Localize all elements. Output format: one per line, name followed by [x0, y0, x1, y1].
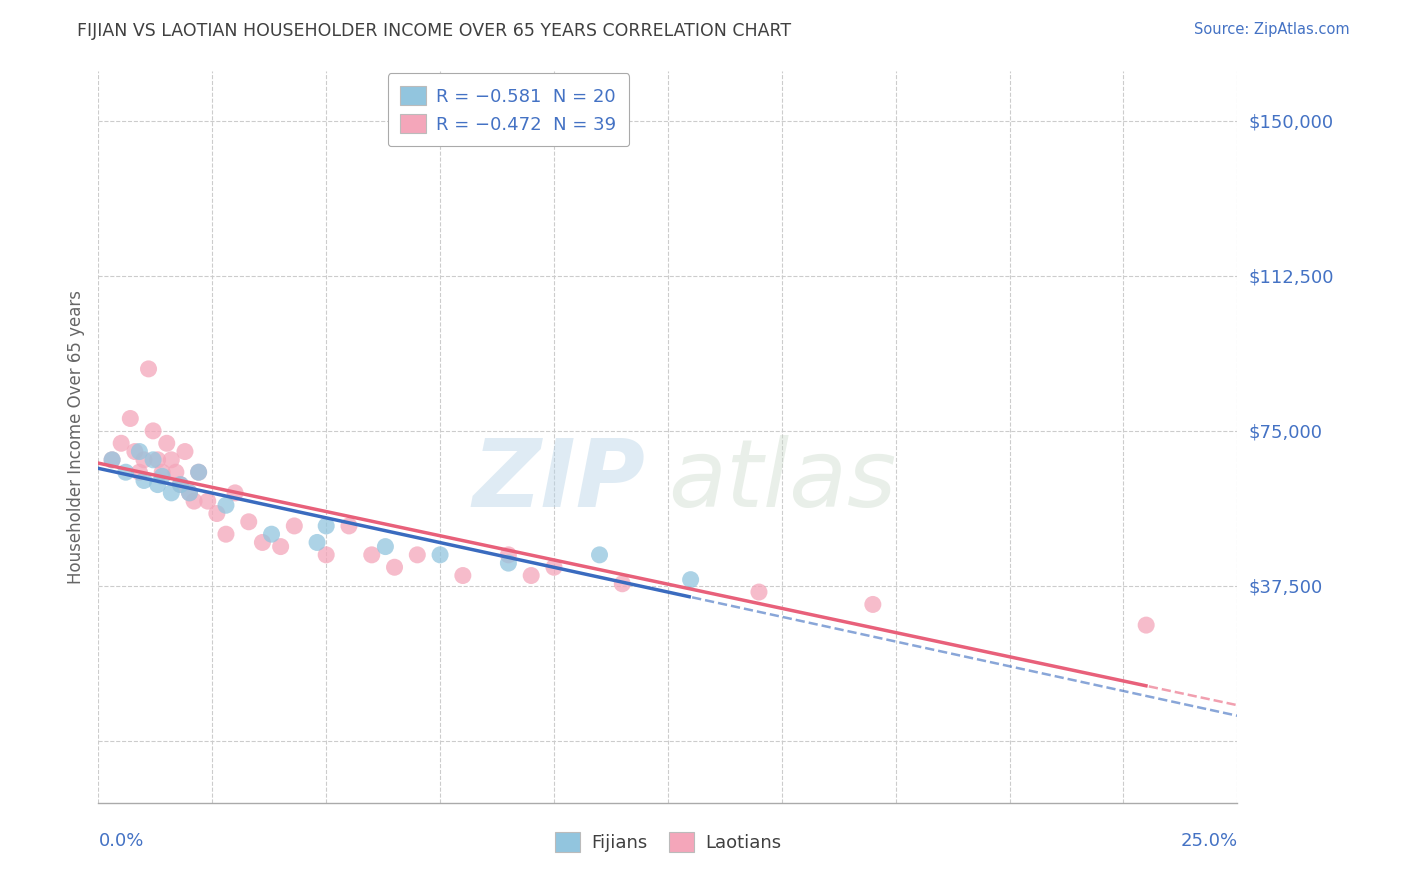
Point — [142, 424, 165, 438]
Point — [543, 560, 565, 574]
Text: Source: ZipAtlas.com: Source: ZipAtlas.com — [1194, 22, 1350, 37]
Point — [187, 465, 209, 479]
Point — [1135, 618, 1157, 632]
Point — [315, 548, 337, 562]
Point — [150, 465, 173, 479]
Y-axis label: Householder Income Over 65 years: Householder Income Over 65 years — [66, 290, 84, 584]
Point — [215, 527, 238, 541]
Text: ZIP: ZIP — [472, 435, 645, 527]
Point — [124, 444, 146, 458]
Point — [110, 436, 132, 450]
Point — [451, 568, 474, 582]
Point — [156, 436, 179, 450]
Point — [169, 477, 191, 491]
Point — [224, 486, 246, 500]
Point — [215, 498, 238, 512]
Point — [429, 548, 451, 562]
Point — [150, 469, 173, 483]
Point — [179, 486, 201, 500]
Point — [337, 519, 360, 533]
Point — [748, 585, 770, 599]
Text: 0.0%: 0.0% — [98, 832, 143, 850]
Point — [138, 362, 160, 376]
Point — [128, 465, 150, 479]
Point — [498, 548, 520, 562]
Point — [315, 519, 337, 533]
Point — [187, 465, 209, 479]
Point — [612, 576, 634, 591]
Point — [132, 452, 155, 467]
Point — [498, 556, 520, 570]
Point — [270, 540, 292, 554]
Point — [142, 452, 165, 467]
Point — [146, 477, 169, 491]
Point — [160, 486, 183, 500]
Text: 25.0%: 25.0% — [1180, 832, 1237, 850]
Text: atlas: atlas — [668, 435, 896, 526]
Point — [679, 573, 702, 587]
Point — [197, 494, 219, 508]
Legend: Fijians, Laotians: Fijians, Laotians — [547, 825, 789, 860]
Point — [128, 444, 150, 458]
Point — [183, 494, 205, 508]
Point — [862, 598, 884, 612]
Point — [101, 452, 124, 467]
Point — [238, 515, 260, 529]
Point — [307, 535, 329, 549]
Point — [160, 452, 183, 467]
Point — [169, 477, 191, 491]
Text: FIJIAN VS LAOTIAN HOUSEHOLDER INCOME OVER 65 YEARS CORRELATION CHART: FIJIAN VS LAOTIAN HOUSEHOLDER INCOME OVE… — [77, 22, 792, 40]
Point — [374, 540, 396, 554]
Point — [120, 411, 142, 425]
Point — [520, 568, 543, 582]
Point — [174, 444, 197, 458]
Point — [179, 486, 201, 500]
Point — [205, 507, 228, 521]
Point — [132, 474, 155, 488]
Point — [384, 560, 406, 574]
Point — [406, 548, 429, 562]
Point — [260, 527, 283, 541]
Point — [283, 519, 305, 533]
Point — [146, 452, 169, 467]
Point — [101, 452, 124, 467]
Point — [165, 465, 187, 479]
Point — [588, 548, 610, 562]
Point — [252, 535, 274, 549]
Point — [360, 548, 382, 562]
Point — [114, 465, 136, 479]
